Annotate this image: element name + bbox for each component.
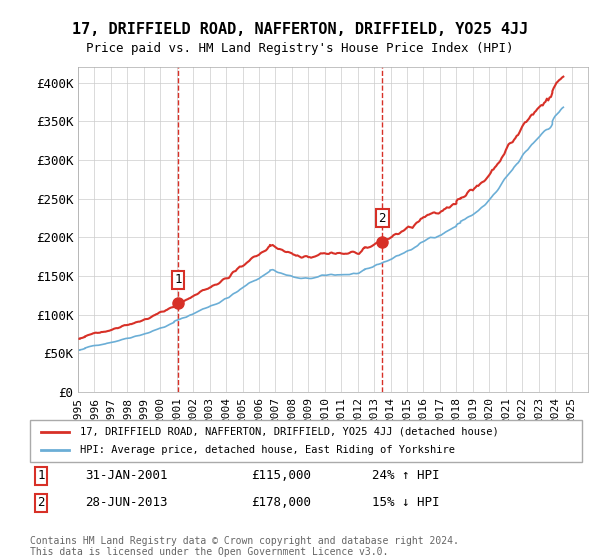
Text: 1: 1	[37, 469, 45, 482]
Text: Price paid vs. HM Land Registry's House Price Index (HPI): Price paid vs. HM Land Registry's House …	[86, 42, 514, 55]
Text: 1: 1	[175, 273, 182, 286]
Text: 15% ↓ HPI: 15% ↓ HPI	[372, 497, 440, 510]
Text: 31-JAN-2001: 31-JAN-2001	[85, 469, 168, 482]
Text: 2: 2	[37, 497, 45, 510]
Text: £115,000: £115,000	[251, 469, 311, 482]
Text: Contains HM Land Registry data © Crown copyright and database right 2024.
This d: Contains HM Land Registry data © Crown c…	[30, 535, 459, 557]
Text: 28-JUN-2013: 28-JUN-2013	[85, 497, 168, 510]
Text: £178,000: £178,000	[251, 497, 311, 510]
Text: 2: 2	[379, 212, 386, 225]
Text: 17, DRIFFIELD ROAD, NAFFERTON, DRIFFIELD, YO25 4JJ (detached house): 17, DRIFFIELD ROAD, NAFFERTON, DRIFFIELD…	[80, 427, 499, 437]
Text: 24% ↑ HPI: 24% ↑ HPI	[372, 469, 440, 482]
FancyBboxPatch shape	[30, 420, 582, 462]
Text: HPI: Average price, detached house, East Riding of Yorkshire: HPI: Average price, detached house, East…	[80, 445, 455, 455]
Text: 17, DRIFFIELD ROAD, NAFFERTON, DRIFFIELD, YO25 4JJ: 17, DRIFFIELD ROAD, NAFFERTON, DRIFFIELD…	[72, 22, 528, 38]
